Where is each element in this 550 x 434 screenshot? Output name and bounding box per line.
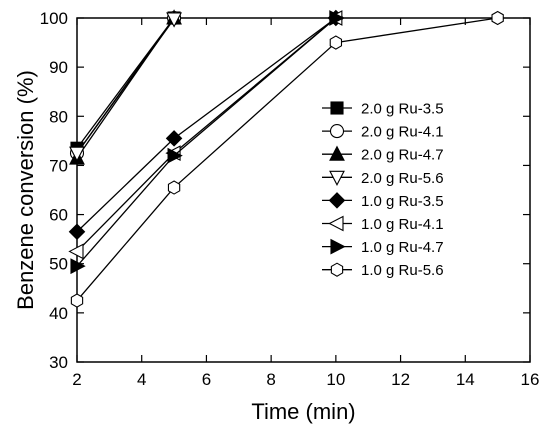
legend-marker bbox=[330, 101, 344, 115]
legend-label: 2.0 g Ru-5.6 bbox=[361, 170, 444, 187]
legend-item: 2.0 g Ru-3.5 bbox=[322, 101, 444, 118]
series-8 bbox=[70, 10, 504, 308]
x-tick-label: 2 bbox=[72, 370, 81, 389]
legend-marker bbox=[328, 192, 346, 209]
data-point bbox=[167, 180, 181, 195]
x-axis-title: Time (min) bbox=[251, 399, 355, 424]
data-point bbox=[329, 10, 345, 26]
y-axis-title: Benzene conversion (%) bbox=[13, 70, 38, 310]
legend-marker bbox=[330, 238, 346, 255]
legend-item: 1.0 g Ru-4.7 bbox=[322, 238, 444, 256]
legend-marker bbox=[329, 145, 345, 161]
series-4 bbox=[69, 12, 182, 162]
data-point bbox=[491, 10, 504, 26]
legend-item: 1.0 g Ru-3.5 bbox=[322, 192, 444, 210]
data-point bbox=[69, 146, 85, 162]
legend: 2.0 g Ru-3.5 2.0 g Ru-4.1 2.0 g Ru-4.7 2.0 … bbox=[322, 101, 444, 279]
y-tick-label: 90 bbox=[49, 58, 68, 77]
y-tick-label: 70 bbox=[49, 156, 68, 175]
series-5 bbox=[68, 9, 345, 241]
data-point bbox=[165, 130, 183, 147]
axis-ticks bbox=[76, 17, 531, 363]
legend-label: 2.0 g Ru-4.7 bbox=[361, 147, 444, 164]
series-7 bbox=[70, 10, 345, 275]
x-tick-label: 14 bbox=[456, 370, 475, 389]
legend-label: 1.0 g Ru-3.5 bbox=[361, 193, 444, 210]
legend-label: 1.0 g Ru-4.7 bbox=[361, 239, 444, 256]
x-tick-label: 6 bbox=[202, 370, 211, 389]
legend-marker bbox=[329, 124, 345, 139]
series-line bbox=[76, 17, 337, 252]
data-point bbox=[68, 243, 84, 260]
legend-marker bbox=[329, 170, 345, 186]
plot-frame bbox=[76, 17, 531, 363]
y-tick-label: 60 bbox=[49, 206, 68, 225]
legend-marker bbox=[330, 262, 344, 277]
y-tick-label: 50 bbox=[49, 255, 68, 274]
series-line bbox=[76, 18, 175, 154]
legend-item: 2.0 g Ru-5.6 bbox=[322, 170, 444, 187]
legend-item: 1.0 g Ru-5.6 bbox=[322, 262, 444, 279]
y-tick-label: 30 bbox=[49, 353, 68, 372]
x-tick-label: 16 bbox=[521, 370, 540, 389]
x-tick-label: 10 bbox=[326, 370, 345, 389]
legend-item: 2.0 g Ru-4.1 bbox=[322, 124, 444, 141]
series-line bbox=[76, 17, 337, 267]
data-point bbox=[329, 35, 343, 50]
axis-tick-labels: 2 4 6 8 10 12 14 16 30 40 50 60 70 80 90 100 bbox=[40, 9, 540, 389]
x-tick-label: 8 bbox=[266, 370, 275, 389]
y-tick-label: 100 bbox=[40, 9, 68, 28]
y-tick-label: 40 bbox=[49, 304, 68, 323]
data-point bbox=[70, 293, 84, 308]
legend-label: 1.0 g Ru-4.1 bbox=[361, 216, 444, 233]
data-point bbox=[166, 12, 182, 28]
y-tick-label: 80 bbox=[49, 107, 68, 126]
plot-area bbox=[76, 17, 531, 363]
legend-label: 2.0 g Ru-4.1 bbox=[361, 124, 444, 141]
data-point bbox=[68, 223, 86, 241]
data-point bbox=[70, 258, 86, 275]
legend-label: 1.0 g Ru-5.6 bbox=[361, 262, 444, 279]
series-layer bbox=[68, 9, 504, 308]
legend-item: 1.0 g Ru-4.1 bbox=[322, 215, 444, 233]
data-point bbox=[167, 147, 183, 164]
series-line bbox=[76, 17, 498, 301]
legend-marker bbox=[328, 215, 344, 232]
legend-label: 2.0 g Ru-3.5 bbox=[361, 101, 444, 118]
x-tick-label: 12 bbox=[391, 370, 410, 389]
series-3 bbox=[69, 9, 182, 165]
legend-item: 2.0 g Ru-4.7 bbox=[322, 145, 444, 164]
x-tick-label: 4 bbox=[137, 370, 146, 389]
